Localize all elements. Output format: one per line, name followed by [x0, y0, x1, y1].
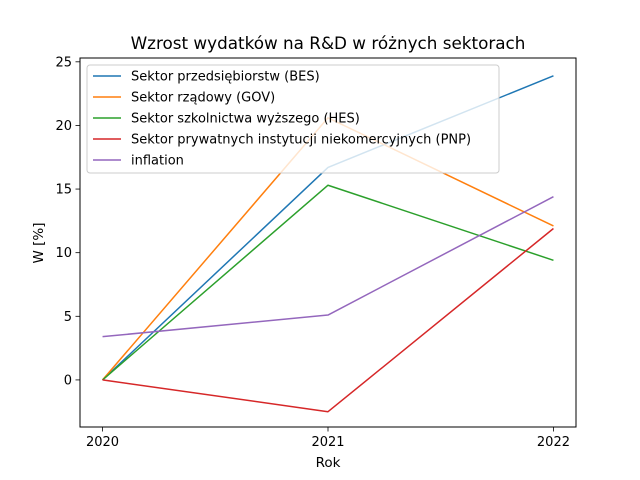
y-tick-label: 25 — [55, 55, 72, 70]
series-line-3 — [102, 184, 554, 381]
legend-label: Sektor rządowy (GOV) — [131, 91, 275, 106]
legend-box — [86, 64, 500, 174]
x-axis-label: Rok — [316, 455, 341, 471]
y-axis: 0 5 10 15 20 25 — [55, 55, 80, 388]
chart-title: Wzrost wydatków na R&D w różnych sektora… — [131, 33, 526, 53]
x-tick-label: 2021 — [311, 435, 344, 450]
x-tick-label: 2020 — [86, 435, 119, 450]
legend-label: inflation — [131, 154, 184, 169]
legend-label: Sektor szkolnictwa wyższego (HES) — [131, 112, 360, 127]
y-tick-label: 5 — [64, 310, 72, 325]
series-line-4 — [102, 227, 554, 413]
series-line-5 — [102, 196, 554, 338]
y-tick-label: 0 — [64, 373, 72, 388]
x-axis: 2020 2021 2022 — [86, 427, 570, 450]
y-tick-label: 20 — [55, 119, 72, 134]
y-tick-label: 10 — [55, 246, 72, 261]
legend-label: Sektor prywatnych instytucji niekomercyj… — [131, 133, 471, 148]
x-tick-label: 2022 — [537, 435, 570, 450]
y-axis-label: W [%] — [31, 222, 47, 263]
legend: Sektor przedsiębiorstw (BES) Sektor rządo… — [86, 64, 500, 174]
y-tick-label: 15 — [55, 183, 72, 198]
legend-label: Sektor przedsiębiorstw (BES) — [131, 70, 320, 85]
